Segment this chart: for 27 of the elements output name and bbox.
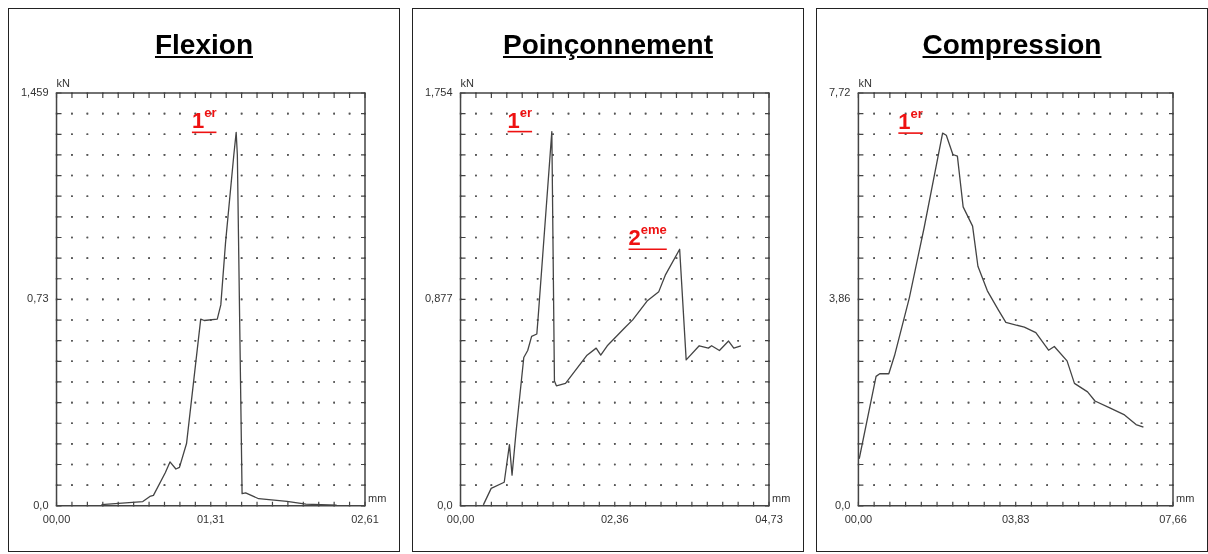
x-axis-title: mm — [772, 492, 791, 505]
x-tick-label: 02,61 — [351, 513, 379, 526]
y-axis-title: kN — [858, 76, 872, 89]
y-tick-label: 0,0 — [33, 498, 49, 511]
y-tick-label: 0,0 — [835, 498, 851, 511]
x-tick-label: 03,83 — [1001, 513, 1030, 526]
chart-title: Compression — [921, 29, 1103, 62]
y-tick-label: 0,877 — [425, 292, 453, 305]
y-tick-label: 7,72 — [828, 86, 851, 99]
y-tick-label: 1,459 — [21, 86, 49, 99]
x-tick-label: 01,31 — [197, 513, 225, 526]
y-axis-title: kN — [56, 76, 71, 89]
x-tick-label: 00,00 — [844, 513, 873, 526]
x-tick-label: 00,00 — [446, 513, 475, 526]
x-tick-label: 00,00 — [42, 513, 71, 526]
chart-title: Flexion — [154, 29, 254, 62]
x-axis-title: mm — [1176, 492, 1195, 505]
x-axis-title: mm — [368, 492, 387, 505]
y-tick-label: 0,0 — [437, 498, 453, 511]
x-tick-label: 04,73 — [755, 513, 783, 526]
y-axis-title: kN — [460, 76, 475, 89]
chart-title: Poinçonnement — [502, 29, 714, 62]
x-tick-label: 02,36 — [601, 513, 629, 526]
y-tick-label: 1,754 — [425, 86, 453, 99]
x-tick-label: 07,66 — [1159, 513, 1187, 526]
y-tick-label: 0,73 — [27, 292, 49, 305]
y-tick-label: 3,86 — [828, 292, 851, 305]
